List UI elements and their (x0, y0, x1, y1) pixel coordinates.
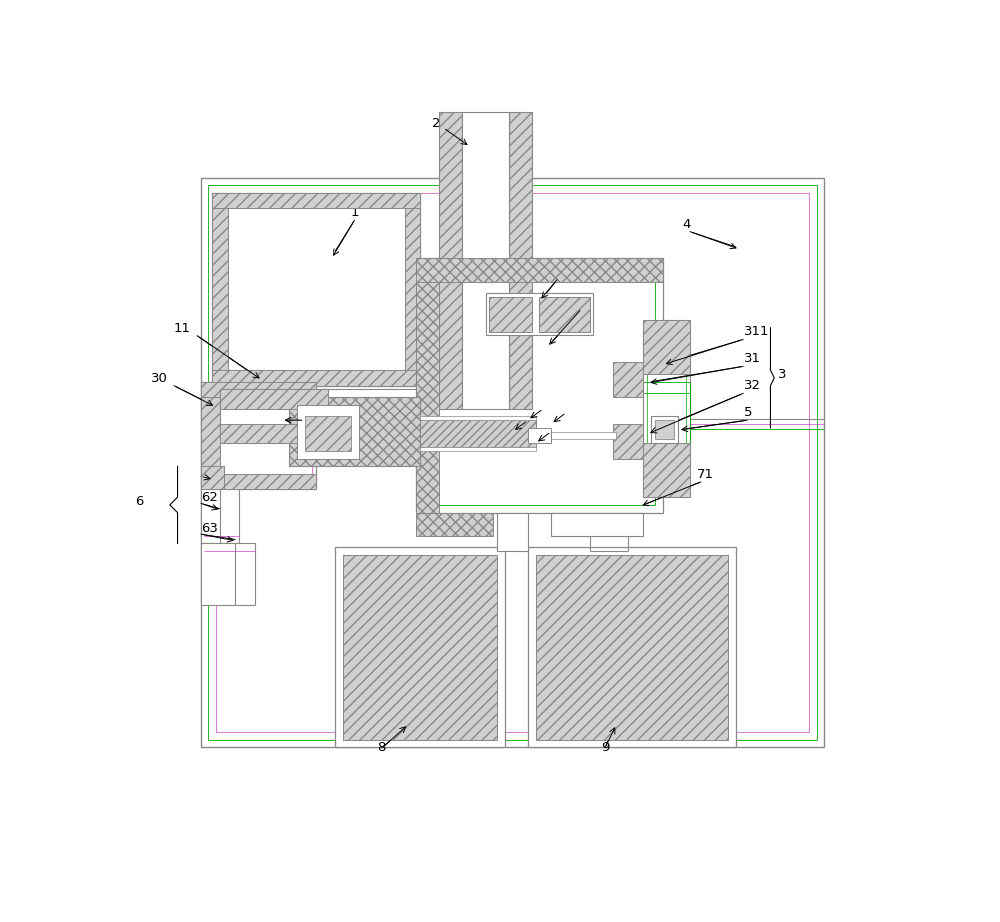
Bar (420, 447, 536, 451)
Bar (424, 266, 655, 505)
Bar (539, 297, 590, 332)
Bar (216, 193, 809, 732)
Bar (212, 208, 228, 370)
Bar (651, 417, 678, 443)
Bar (416, 513, 493, 536)
Text: 30: 30 (151, 372, 167, 384)
Bar (416, 258, 663, 513)
Bar (343, 555, 497, 739)
Bar (489, 297, 532, 332)
Bar (509, 112, 532, 408)
Bar (405, 208, 420, 370)
Bar (551, 513, 643, 536)
Bar (201, 474, 316, 490)
Bar (201, 397, 220, 474)
Bar (201, 467, 224, 490)
Text: 11: 11 (174, 322, 191, 335)
Text: 311: 311 (744, 325, 769, 338)
Bar (201, 543, 255, 605)
Bar (497, 513, 528, 551)
Text: 71: 71 (697, 468, 714, 481)
Text: 3: 3 (778, 368, 787, 381)
Bar (220, 389, 328, 408)
Bar (416, 258, 663, 281)
Text: 5: 5 (744, 407, 752, 420)
Text: 20: 20 (432, 117, 449, 130)
Text: 6: 6 (135, 495, 144, 508)
Bar (208, 185, 817, 739)
Bar (201, 382, 316, 490)
Bar (532, 431, 616, 440)
Text: 62: 62 (201, 491, 218, 504)
Bar (643, 443, 690, 497)
Bar (335, 548, 505, 748)
Bar (420, 417, 536, 420)
Bar (439, 112, 462, 408)
Text: 8: 8 (377, 741, 386, 754)
Bar (212, 370, 420, 385)
Bar (220, 424, 328, 443)
Text: 63: 63 (201, 522, 218, 535)
Bar (212, 193, 420, 208)
Text: 31: 31 (744, 352, 761, 365)
Bar (647, 324, 686, 493)
Text: 72: 72 (551, 264, 568, 277)
Bar (297, 405, 358, 458)
Bar (416, 281, 439, 513)
Bar (220, 389, 328, 443)
Bar (220, 201, 412, 378)
Bar (305, 417, 351, 451)
Bar (289, 397, 420, 467)
Text: 2: 2 (574, 295, 583, 308)
Bar (643, 320, 690, 497)
Bar (486, 293, 593, 336)
Bar (201, 178, 824, 748)
Bar (420, 420, 536, 447)
Bar (613, 424, 643, 458)
Bar (528, 548, 736, 748)
Text: 9: 9 (601, 741, 609, 754)
Bar (201, 382, 316, 397)
Bar (201, 490, 239, 543)
Text: 4: 4 (682, 218, 690, 230)
Text: 61: 61 (201, 464, 218, 477)
Text: 32: 32 (744, 379, 761, 393)
Bar (462, 112, 509, 408)
Bar (655, 420, 674, 440)
Bar (212, 193, 420, 385)
Text: 1: 1 (351, 207, 359, 219)
Bar (643, 320, 690, 374)
Bar (536, 555, 728, 739)
Bar (613, 362, 643, 397)
Bar (204, 385, 312, 486)
Bar (528, 428, 551, 443)
